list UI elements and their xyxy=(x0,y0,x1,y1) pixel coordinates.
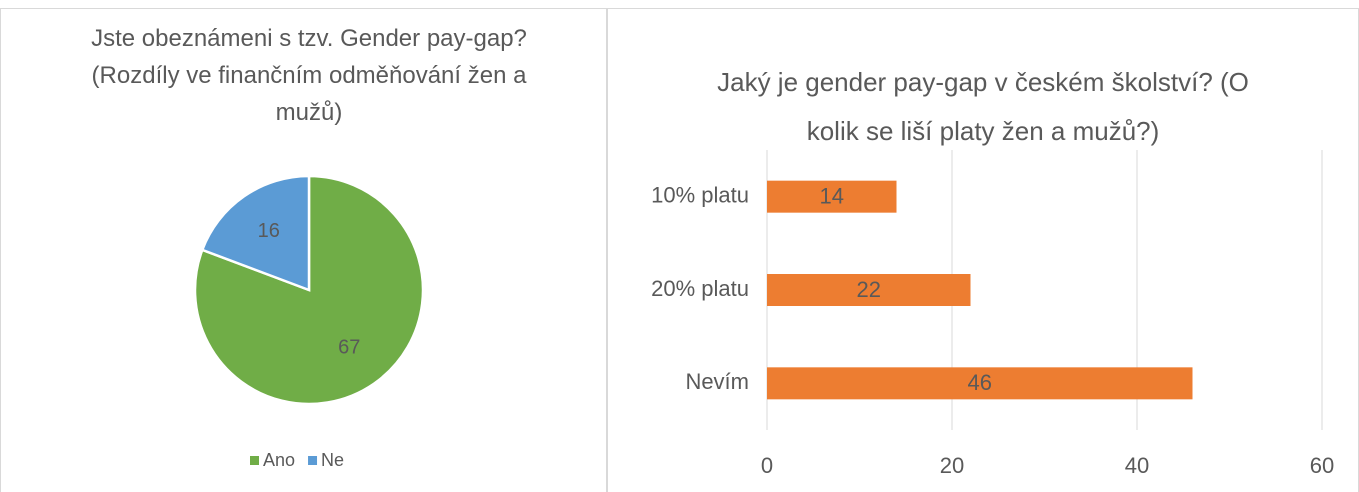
data-label: 16 xyxy=(258,220,280,242)
legend-label: Ano xyxy=(263,450,295,470)
data-label: 67 xyxy=(338,336,360,358)
legend-label: Ne xyxy=(321,450,344,470)
y-tick-label: Nevím xyxy=(685,369,749,394)
x-tick-label: 0 xyxy=(761,453,773,478)
data-label: 22 xyxy=(857,277,881,302)
x-tick-label: 20 xyxy=(940,453,964,478)
legend-swatch xyxy=(250,456,259,465)
data-label: 14 xyxy=(820,183,844,208)
pie-title: Jste obeznámeni s tzv. Gender pay-gap? (… xyxy=(91,25,527,127)
bar xyxy=(767,274,971,306)
bar-panel xyxy=(607,8,1359,492)
bar xyxy=(767,367,1193,400)
legend-swatch xyxy=(308,456,318,465)
pie-slice xyxy=(200,174,311,292)
bar xyxy=(767,180,897,213)
x-tick-label: 40 xyxy=(1125,453,1149,478)
y-tick-label: 10% platu xyxy=(651,182,749,207)
y-tick-label: 20% platu xyxy=(651,276,749,301)
bar-title: Jaký je gender pay-gap v českém školství… xyxy=(717,67,1249,147)
data-label: 46 xyxy=(968,370,992,395)
x-tick-label: 60 xyxy=(1310,453,1334,478)
